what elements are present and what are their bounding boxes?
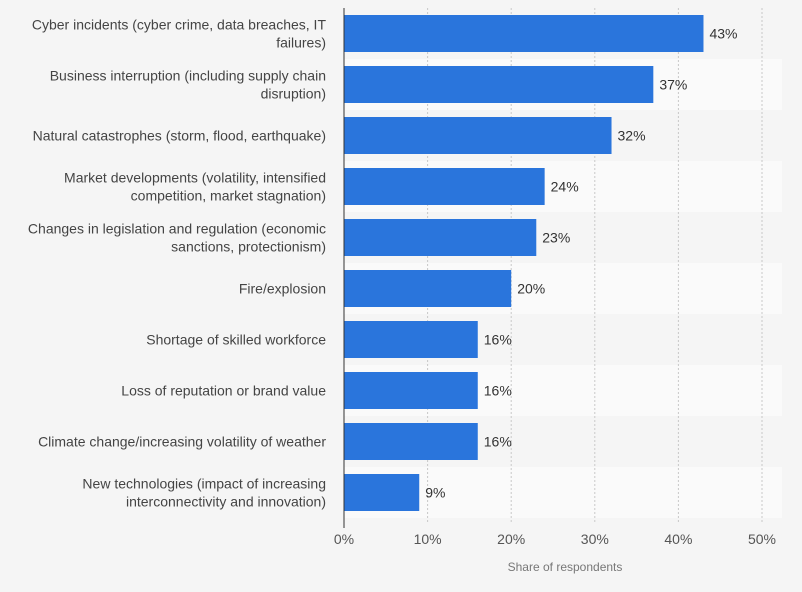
category-label-line: Loss of reputation or brand value [121,383,326,399]
category-label: Loss of reputation or brand value [121,383,326,399]
category-label: Changes in legislation and regulation (e… [28,221,326,255]
category-label-line: Shortage of skilled workforce [146,332,326,348]
category-labels: Cyber incidents (cyber crime, data breac… [28,17,327,510]
data-label: 16% [484,332,512,348]
data-label: 37% [659,77,687,93]
data-label: 24% [551,179,579,195]
category-label-line: Market developments (volatility, intensi… [64,170,326,186]
bars [344,15,704,511]
bar [344,66,654,103]
data-label: 23% [542,230,570,246]
category-label-line: failures) [276,35,326,51]
category-label: New technologies (impact of increasing in… [82,476,326,510]
category-label: Shortage of skilled workforce [146,332,326,348]
category-label: Business interruption (including supply … [50,68,326,102]
bar [344,168,545,205]
category-label-line: Natural catastrophes (storm, flood, eart… [33,128,326,144]
data-labels: 43% 37% 32% 24% 23% 20% 16% 16% 16% 9% [425,26,737,501]
category-label: Natural catastrophes (storm, flood, eart… [33,128,326,144]
bar [344,423,478,460]
bar [344,321,478,358]
category-label-line: Climate change/increasing volatility of … [38,434,326,450]
bar [344,474,420,511]
x-tick-label: 40% [664,531,692,547]
x-tick-label: 30% [581,531,609,547]
bar [344,117,612,154]
category-label-line: Business interruption (including supply … [50,68,326,84]
x-tick-label: 0% [334,531,354,547]
x-tick-labels: 0% 10% 20% 30% 40% 50% [334,531,776,547]
bar [344,219,537,256]
category-label: Climate change/increasing volatility of … [38,434,326,450]
data-label: 32% [618,128,646,144]
category-label-line: Cyber incidents (cyber crime, data breac… [32,17,327,33]
data-label: 16% [484,383,512,399]
bar [344,372,478,409]
category-label-line: disruption) [261,86,326,102]
x-tick-label: 20% [497,531,525,547]
x-tick-label: 10% [414,531,442,547]
category-label-line: interconnectivity and innovation) [126,494,326,510]
bar [344,270,512,307]
category-label: Market developments (volatility, intensi… [64,170,326,204]
data-label: 9% [425,485,445,501]
category-label-line: sanctions, protectionism) [171,239,326,255]
category-label: Fire/explosion [239,281,326,297]
category-label-line: Changes in legislation and regulation (e… [28,221,326,237]
data-label: 20% [517,281,545,297]
data-label: 16% [484,434,512,450]
data-label: 43% [709,26,737,42]
bar [344,15,704,52]
category-label-line: Fire/explosion [239,281,326,297]
x-axis-title: Share of respondents [508,560,623,574]
category-label: Cyber incidents (cyber crime, data breac… [32,17,327,51]
x-tick-label: 50% [748,531,776,547]
category-label-line: New technologies (impact of increasing [82,476,326,492]
category-label-line: competition, market stagnation) [131,188,326,204]
